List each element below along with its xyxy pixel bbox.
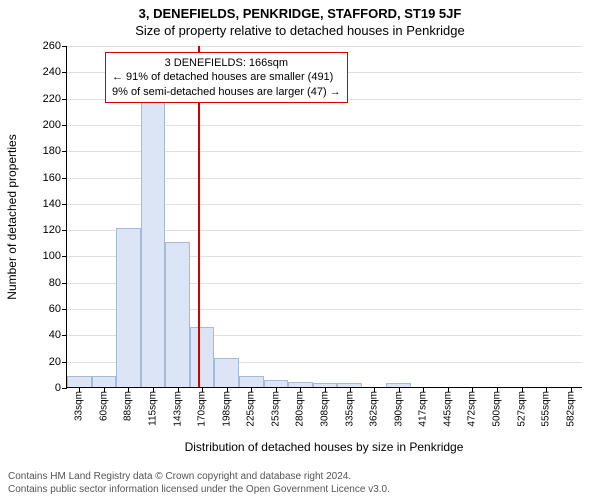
xtick-label: 308sqm [320,387,331,427]
annotation-line-1: 3 DENEFIELDS: 166sqm [112,56,341,70]
histogram-bar [116,228,141,387]
plot-area: 02040608010012014016018020022024026033sq… [66,46,582,388]
xtick-label: 555sqm [541,387,552,427]
ytick-label: 80 [49,277,67,289]
ytick-label: 180 [43,145,67,157]
histogram-bar [92,376,117,387]
xtick-label: 225sqm [246,387,257,427]
xtick-label: 143sqm [172,387,183,427]
histogram-bar [214,358,239,387]
ytick-label: 260 [43,40,67,52]
ytick-label: 220 [43,93,67,105]
xtick-label: 527sqm [516,387,527,427]
ytick-label: 0 [55,382,67,394]
ytick-label: 240 [43,66,67,78]
histogram-bar [239,376,264,387]
xtick-label: 582sqm [565,387,576,427]
xtick-label: 362sqm [369,387,380,427]
page-title-sub: Size of property relative to detached ho… [0,21,600,38]
ytick-label: 40 [49,329,67,341]
footer-line-2: Contains public sector information licen… [8,483,390,496]
xtick-label: 280sqm [295,387,306,427]
annotation-line-2: ← 91% of detached houses are smaller (49… [112,70,341,84]
xtick-label: 390sqm [393,387,404,427]
histogram-bar [141,100,166,387]
x-axis-label: Distribution of detached houses by size … [66,440,582,454]
xtick-label: 445sqm [442,387,453,427]
gridline-h [67,46,582,47]
y-axis-label: Number of detached properties [5,134,19,299]
xtick-label: 33sqm [74,387,85,421]
page-title-address: 3, DENEFIELDS, PENKRIDGE, STAFFORD, ST19… [0,0,600,21]
xtick-label: 88sqm [123,387,134,421]
footer-attribution: Contains HM Land Registry data © Crown c… [8,470,390,496]
xtick-label: 198sqm [221,387,232,427]
ytick-label: 60 [49,303,67,315]
xtick-label: 115sqm [148,387,159,426]
histogram-bar [190,327,215,388]
xtick-label: 417sqm [418,387,429,427]
ytick-label: 120 [43,224,67,236]
histogram-bar [165,242,190,387]
ytick-label: 200 [43,119,67,131]
xtick-label: 472sqm [467,387,478,427]
histogram-bar [67,376,92,387]
ytick-label: 100 [43,250,67,262]
xtick-label: 170sqm [197,387,208,427]
annotation-line-3: 9% of semi-detached houses are larger (4… [112,85,341,99]
xtick-label: 60sqm [98,387,109,421]
xtick-label: 335sqm [344,387,355,427]
xtick-label: 253sqm [270,387,281,427]
ytick-label: 160 [43,172,67,184]
ytick-label: 20 [49,356,67,368]
ytick-label: 140 [43,198,67,210]
xtick-label: 500sqm [492,387,503,427]
annotation-box: 3 DENEFIELDS: 166sqm← 91% of detached ho… [105,52,348,103]
footer-line-1: Contains HM Land Registry data © Crown c… [8,470,390,483]
